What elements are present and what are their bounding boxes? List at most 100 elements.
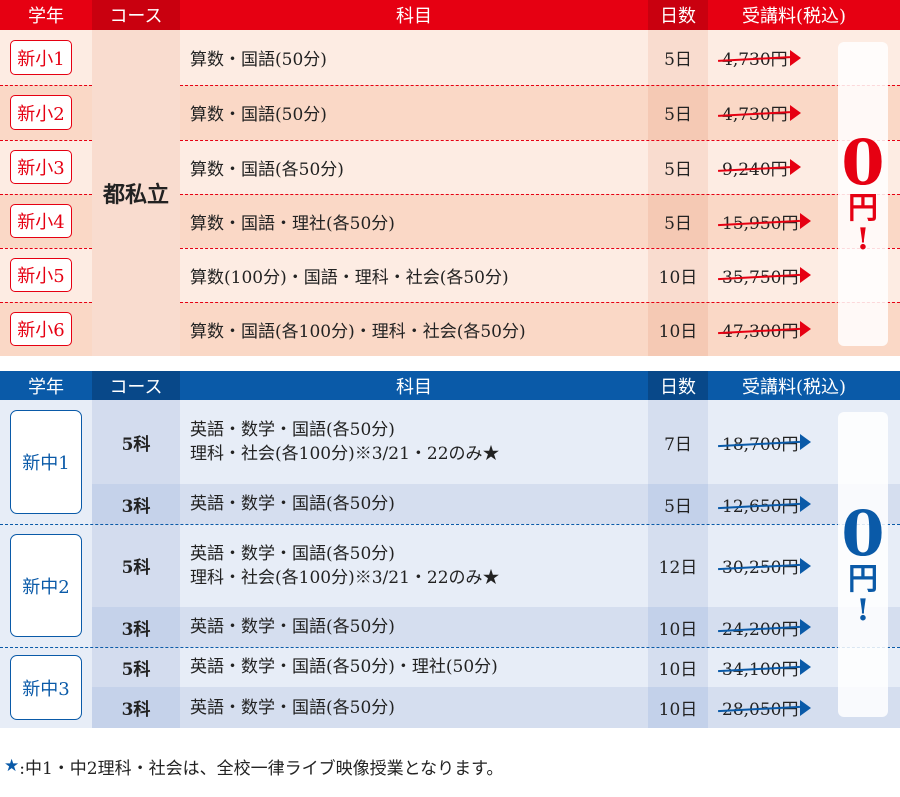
days-cell: 5日	[648, 484, 708, 524]
subject-line: 英語・数学・国語(各50分)	[190, 617, 395, 637]
free-price-number: 0	[841, 496, 885, 570]
subject-cell: 算数・国語(50分)	[180, 85, 648, 140]
course-cell: 3科	[92, 687, 180, 728]
days-cell: 12日	[648, 524, 708, 607]
row-divider	[0, 194, 92, 195]
arrow-right-icon	[800, 321, 812, 337]
original-price: 35,750円	[718, 263, 801, 288]
days-cell: 5日	[648, 194, 708, 248]
free-price-badge: 0 円!	[838, 412, 888, 717]
arrow-right-icon	[800, 557, 812, 574]
arrow-right-icon	[800, 267, 812, 283]
subject-cell: 英語・数学・国語(各50分) 理科・社会(各100分)※3/21・22のみ★	[180, 400, 648, 484]
header-subject: 科目	[180, 371, 648, 401]
original-price-text: 4,730円	[722, 50, 788, 70]
days-cell: 5日	[648, 30, 708, 85]
original-price: 47,300円	[718, 317, 801, 342]
row-divider	[0, 248, 92, 249]
arrow-right-icon	[800, 619, 812, 635]
grade-badge: 新小2	[10, 95, 72, 130]
subject-line: 英語・数学・国語(各50分)	[190, 420, 395, 440]
row-divider	[180, 140, 900, 141]
original-price: 12,650円	[718, 492, 801, 517]
arrow-right-icon	[800, 213, 812, 229]
subject-cell: 英語・数学・国語(各50分)	[180, 687, 648, 728]
original-price-text: 24,200円	[722, 619, 799, 640]
header-course: コース	[92, 371, 180, 401]
subject-cell: 英語・数学・国語(各50分)	[180, 607, 648, 647]
days-cell: 10日	[648, 647, 708, 687]
header-days: 日数	[648, 371, 708, 401]
subject-line: 英語・数学・国語(各50分)・理社(50分)	[190, 657, 498, 677]
arrow-right-icon	[789, 159, 801, 175]
subject-cell: 算数・国語(50分)	[180, 30, 648, 85]
original-price-text: 34,100円	[722, 659, 799, 680]
arrow-right-icon	[789, 104, 801, 121]
original-price: 18,700円	[718, 430, 801, 455]
star-icon: ★	[4, 756, 20, 776]
header-days: 日数	[648, 0, 708, 30]
original-price-text: 9,240円	[722, 159, 788, 180]
subject-line: 英語・数学・国語(各50分)	[190, 543, 395, 564]
grade-divider	[0, 647, 900, 648]
original-price: 4,730円	[718, 100, 790, 125]
days-cell: 7日	[648, 400, 708, 484]
days-cell: 10日	[648, 687, 708, 728]
footnote-text: :中1・中2理科・社会は、全校一律ライブ映像授業となります。	[19, 758, 504, 779]
original-price: 30,250円	[718, 553, 801, 578]
days-cell: 10日	[648, 302, 708, 356]
free-price-unit: 円	[848, 191, 878, 226]
free-price-unit: 円	[848, 561, 878, 597]
course-cell: 3科	[92, 607, 180, 647]
subject-cell: 算数・国語(各50分)	[180, 140, 648, 194]
subject-line: 理科・社会(各100分)※3/21・22のみ★	[190, 444, 500, 464]
header-subject: 科目	[180, 0, 648, 30]
footnote: ★:中1・中2理科・社会は、全校一律ライブ映像授業となります。	[4, 752, 503, 780]
subject-cell: 算数・国語(各100分)・理科・社会(各50分)	[180, 302, 648, 356]
original-price-text: 4,730円	[722, 105, 788, 125]
header-grade: 学年	[0, 371, 92, 401]
subject-line: 理科・社会(各100分)※3/21・22のみ★	[190, 567, 500, 588]
original-price-text: 35,750円	[722, 267, 799, 288]
arrow-right-icon	[789, 49, 801, 66]
arrow-right-icon	[800, 434, 812, 450]
subject-cell: 算数・国語・理社(各50分)	[180, 194, 648, 248]
course-cell: 3科	[92, 484, 180, 524]
header-grade: 学年	[0, 0, 92, 30]
course-cell: 都私立	[92, 30, 180, 356]
row-divider	[0, 302, 92, 303]
grade-badge: 新小3	[10, 150, 72, 184]
grade-badge: 新小6	[10, 312, 72, 346]
free-price-badge: 0 円!	[838, 42, 888, 346]
subject-cell: 英語・数学・国語(各50分)・理社(50分)	[180, 647, 648, 687]
original-price-text: 18,700円	[722, 434, 799, 455]
arrow-right-icon	[800, 659, 812, 675]
days-cell: 10日	[648, 607, 708, 647]
subject-cell: 英語・数学・国語(各50分) 理科・社会(各100分)※3/21・22のみ★	[180, 524, 648, 607]
original-price: 34,100円	[718, 655, 801, 680]
free-price-mark: !	[856, 592, 870, 628]
arrow-right-icon	[800, 699, 812, 716]
subject-cell: 英語・数学・国語(各50分)	[180, 484, 648, 524]
header-price: 受講料(税込)	[708, 371, 900, 401]
days-cell: 5日	[648, 140, 708, 194]
grade-divider	[0, 524, 900, 525]
grade-badge: 新中2	[10, 534, 82, 637]
header-price: 受講料(税込)	[708, 0, 900, 30]
days-cell: 5日	[648, 85, 708, 140]
days-cell: 10日	[648, 248, 708, 302]
subject-line: 英語・数学・国語(各50分)	[190, 494, 395, 514]
course-cell: 5科	[92, 647, 180, 687]
original-price: 24,200円	[718, 615, 801, 640]
course-cell: 5科	[92, 400, 180, 484]
row-divider	[180, 302, 900, 303]
subject-line: 英語・数学・国語(各50分)	[190, 697, 395, 718]
original-price: 4,730円	[718, 45, 790, 70]
original-price-text: 15,950円	[722, 213, 799, 234]
original-price-text: 47,300円	[722, 321, 799, 342]
free-price-number: 0	[841, 126, 885, 199]
subject-cell: 算数(100分)・国語・理科・社会(各50分)	[180, 248, 648, 302]
row-divider	[180, 248, 900, 249]
original-price-text: 12,650円	[722, 496, 799, 517]
grade-badge: 新小1	[10, 40, 72, 75]
